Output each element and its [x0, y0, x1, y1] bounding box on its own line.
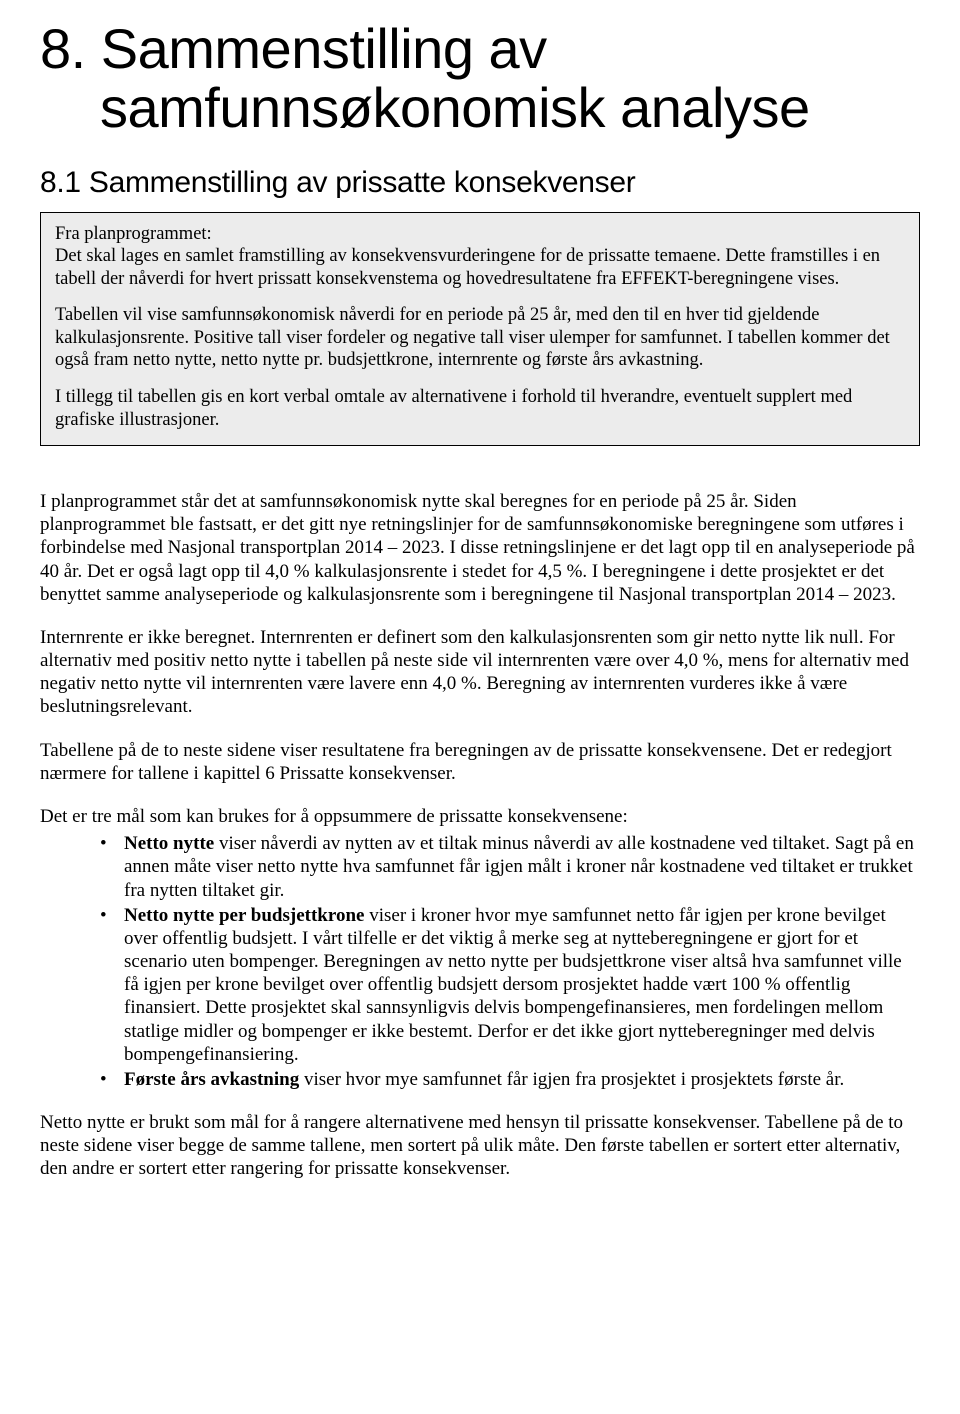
list-item: Første års avkastning viser hvor mye sam… [100, 1068, 920, 1091]
bullet-bold: Netto nytte [124, 833, 214, 854]
body-paragraph-4: Det er tre mål som kan brukes for å opps… [40, 805, 920, 828]
chapter-title-line2: samfunnsøkonomisk analyse [40, 79, 920, 138]
section-title: 8.1 Sammenstilling av prissatte konsekve… [40, 166, 920, 200]
bullet-rest: viser nåverdi av nytten av et tiltak min… [124, 833, 914, 900]
chapter-title: 8. Sammenstilling av samfunnsøkonomisk a… [40, 20, 920, 138]
body-text: I planprogrammet står det at samfunnsøko… [40, 490, 920, 1180]
body-paragraph-3: Tabellene på de to neste sidene viser re… [40, 739, 920, 785]
list-item: Netto nytte viser nåverdi av nytten av e… [100, 832, 920, 902]
infobox-lead: Fra planprogrammet: [55, 224, 212, 244]
bullet-rest: viser hvor mye samfunnet får igjen fra p… [299, 1069, 844, 1090]
body-paragraph-1: I planprogrammet står det at samfunnsøko… [40, 490, 920, 606]
list-item: Netto nytte per budsjettkrone viser i kr… [100, 904, 920, 1066]
bullet-bold: Første års avkastning [124, 1069, 299, 1090]
body-paragraph-5: Netto nytte er brukt som mål for å range… [40, 1111, 920, 1181]
infobox-p1-body: Det skal lages en samlet framstilling av… [55, 246, 880, 289]
infobox-paragraph-2: Tabellen vil vise samfunnsøkonomisk nåve… [55, 304, 905, 372]
bullet-rest: viser i kroner hvor mye samfunnet netto … [124, 905, 902, 1065]
infobox-paragraph-3: I tillegg til tabellen gis en kort verba… [55, 386, 905, 431]
infobox-paragraph-1: Fra planprogrammet: Det skal lages en sa… [55, 223, 905, 291]
info-box: Fra planprogrammet: Det skal lages en sa… [40, 212, 920, 447]
bullet-list: Netto nytte viser nåverdi av nytten av e… [40, 832, 920, 1091]
bullet-bold: Netto nytte per budsjettkrone [124, 905, 364, 926]
chapter-title-line1: 8. Sammenstilling av [40, 17, 547, 80]
body-paragraph-2: Internrente er ikke beregnet. Internrent… [40, 626, 920, 719]
